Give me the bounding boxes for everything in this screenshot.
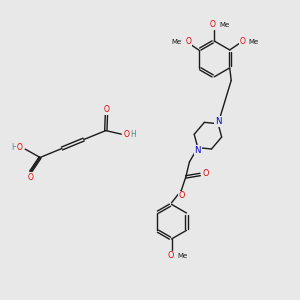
Text: O: O bbox=[210, 20, 216, 29]
Text: H: H bbox=[130, 130, 136, 139]
Text: O: O bbox=[124, 130, 130, 139]
Text: O: O bbox=[17, 143, 23, 152]
Text: O: O bbox=[178, 191, 184, 200]
Text: Me: Me bbox=[172, 39, 182, 45]
Text: H: H bbox=[11, 143, 17, 152]
Text: O: O bbox=[202, 169, 209, 178]
Text: Me: Me bbox=[220, 22, 230, 28]
Text: O: O bbox=[168, 251, 174, 260]
Text: O: O bbox=[239, 37, 245, 46]
Text: N: N bbox=[215, 117, 221, 126]
Text: O: O bbox=[104, 105, 110, 114]
Text: N: N bbox=[194, 146, 201, 154]
Text: Me: Me bbox=[248, 39, 259, 45]
Text: Me: Me bbox=[177, 253, 188, 259]
Text: O: O bbox=[186, 37, 191, 46]
Text: O: O bbox=[28, 173, 34, 182]
